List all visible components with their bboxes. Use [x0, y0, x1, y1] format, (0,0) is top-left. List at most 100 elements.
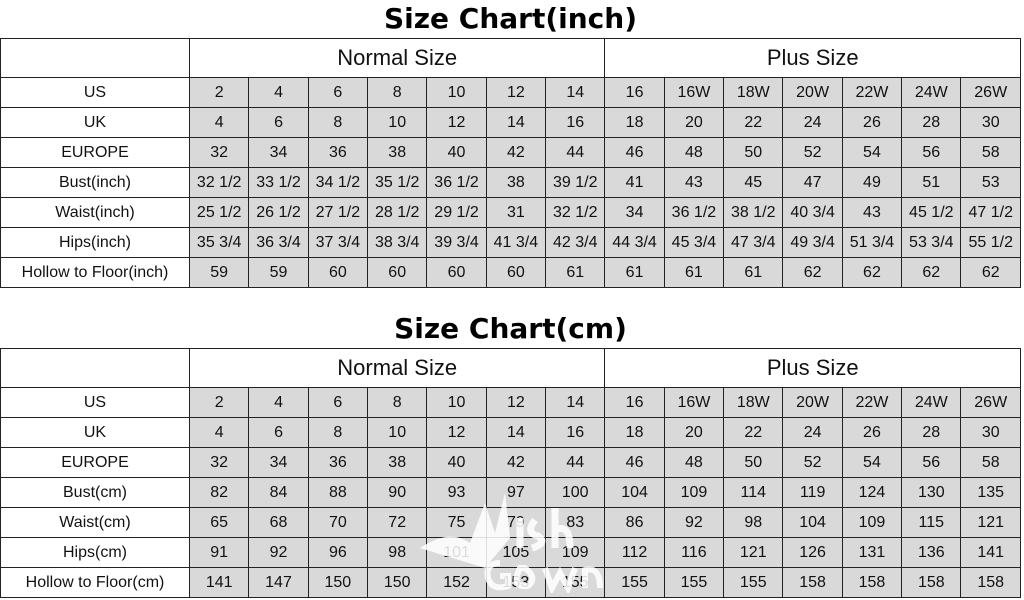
size-cell: 52 — [782, 137, 843, 168]
size-cell: 16 — [604, 387, 665, 418]
size-cell: 6 — [307, 387, 369, 418]
size-cell: 56 — [901, 137, 962, 168]
size-table: Normal Size Plus Size US 2 4 6 8 10 12 14 16 16W 18W… — [0, 38, 1021, 288]
row-label: Bust(inch) — [0, 167, 190, 198]
size-chart-inch: Size Chart(inch) Normal Size Plus Size US 2 4… — [0, 0, 1021, 288]
size-cell: 22 — [723, 107, 784, 138]
table-row: US 2 4 6 8 10 12 14 16 16W 18W 20W 22W 24W 26W — [0, 387, 1021, 418]
size-cell: 10 — [426, 77, 487, 108]
size-cell: 41 3/4 — [485, 227, 547, 258]
size-table: Normal Size Plus Size US 2 4 6 8 10 12 14 16 16W 18W… — [0, 348, 1021, 598]
size-cell: 14 — [485, 107, 547, 138]
size-cell: 26W — [960, 77, 1021, 108]
size-cell: 2 — [188, 387, 250, 418]
size-cell: 79 — [485, 507, 547, 538]
size-cell: 109 — [841, 507, 903, 538]
row-label: EUROPE — [0, 137, 190, 168]
table-row: Waist(inch) 25 1/2 26 1/2 27 1/2 28 1/2 29 1/… — [0, 197, 1021, 228]
row-label: Hips(cm) — [0, 537, 190, 568]
size-cell: 51 3/4 — [841, 227, 903, 258]
size-cell: 61 — [545, 257, 606, 288]
group-header: Normal Size — [188, 38, 606, 78]
size-cell: 116 — [663, 537, 725, 568]
size-cell: 28 1/2 — [367, 197, 428, 228]
size-cell: 84 — [248, 477, 309, 508]
size-cell: 32 — [188, 447, 250, 478]
row-label: Hollow to Floor(inch) — [0, 257, 190, 288]
size-cell: 72 — [367, 507, 428, 538]
row-label: Hips(inch) — [0, 227, 190, 258]
size-cell: 8 — [307, 417, 369, 448]
size-cell: 54 — [841, 137, 903, 168]
size-cell: 115 — [901, 507, 962, 538]
size-cell: 40 — [426, 447, 487, 478]
table-row: Bust(cm) 82 84 88 90 93 97 100 104 109 114 119 124 13… — [0, 477, 1021, 508]
size-cell: 44 — [545, 447, 606, 478]
table-row: UK 4 6 8 10 12 14 16 18 20 22 24 26 28 30 — [0, 107, 1021, 138]
size-cell: 62 — [960, 257, 1021, 288]
size-cell: 126 — [782, 537, 843, 568]
size-cell: 62 — [841, 257, 903, 288]
table-row: Hollow to Floor(cm) 141 147 150 150 152 153 155… — [0, 567, 1021, 598]
size-cell: 47 3/4 — [723, 227, 784, 258]
size-cell: 40 3/4 — [782, 197, 843, 228]
chart-title: Size Chart(cm) — [394, 312, 627, 345]
row-label: UK — [0, 107, 190, 138]
size-cell: 62 — [782, 257, 843, 288]
size-cell: 33 1/2 — [248, 167, 309, 198]
row-label: US — [0, 77, 190, 108]
size-cell: 59 — [188, 257, 250, 288]
size-cell: 105 — [485, 537, 547, 568]
size-cell: 90 — [367, 477, 428, 508]
size-cell: 26 1/2 — [248, 197, 309, 228]
size-cell: 12 — [485, 387, 547, 418]
size-cell: 4 — [188, 417, 250, 448]
size-cell: 32 1/2 — [188, 167, 250, 198]
size-cell: 153 — [485, 567, 547, 598]
size-cell: 4 — [248, 387, 309, 418]
size-cell: 14 — [545, 387, 606, 418]
size-cell: 4 — [248, 77, 309, 108]
size-cell: 98 — [367, 537, 428, 568]
row-label: UK — [0, 417, 190, 448]
size-cell: 34 — [248, 447, 309, 478]
size-cell: 58 — [960, 447, 1021, 478]
size-cell: 45 1/2 — [901, 197, 962, 228]
size-cell: 38 — [367, 137, 428, 168]
size-cell: 109 — [545, 537, 606, 568]
size-cell: 147 — [248, 567, 309, 598]
size-cell: 155 — [723, 567, 784, 598]
size-cell: 61 — [663, 257, 725, 288]
size-cell: 130 — [901, 477, 962, 508]
size-cell: 136 — [901, 537, 962, 568]
size-cell: 27 1/2 — [307, 197, 369, 228]
chart-title: Size Chart(inch) — [383, 2, 638, 35]
size-cell: 42 — [485, 137, 547, 168]
size-cell: 16 — [604, 77, 665, 108]
table-row: Waist(cm) 65 68 70 72 75 79 83 86 92 98 104 109 115 12… — [0, 507, 1021, 538]
size-cell: 141 — [960, 537, 1021, 568]
size-cell: 44 3/4 — [604, 227, 665, 258]
size-cell: 158 — [841, 567, 903, 598]
size-cell: 58 — [960, 137, 1021, 168]
size-cell: 53 3/4 — [901, 227, 962, 258]
size-cell: 2 — [188, 77, 250, 108]
size-cell: 22W — [841, 77, 903, 108]
row-label: EUROPE — [0, 447, 190, 478]
size-cell: 12 — [426, 107, 487, 138]
size-cell: 24 — [782, 107, 843, 138]
size-cell: 43 — [663, 167, 725, 198]
size-cell: 16 — [545, 417, 606, 448]
size-cell: 97 — [485, 477, 547, 508]
size-cell: 18 — [604, 107, 665, 138]
size-cell: 14 — [485, 417, 547, 448]
size-cell: 42 — [485, 447, 547, 478]
size-cell: 109 — [663, 477, 725, 508]
size-cell: 100 — [545, 477, 606, 508]
size-cell: 54 — [841, 447, 903, 478]
size-cell: 86 — [604, 507, 665, 538]
corner-cell — [0, 348, 190, 388]
size-cell: 18 — [604, 417, 665, 448]
size-cell: 124 — [841, 477, 903, 508]
size-cell: 155 — [663, 567, 725, 598]
